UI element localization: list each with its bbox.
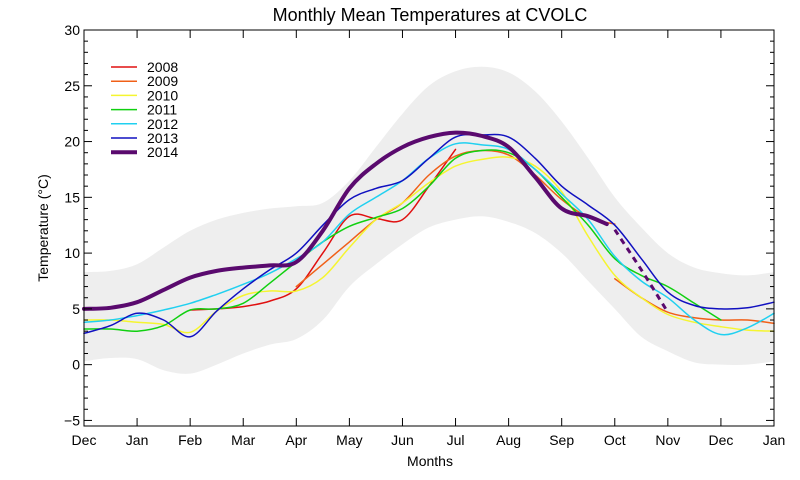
x-tick-label: Dec <box>72 432 97 448</box>
x-tick-label: May <box>336 432 362 448</box>
series-layer <box>82 130 775 338</box>
series-line-2011 <box>83 149 722 333</box>
climatology-band <box>84 66 774 374</box>
series-line-2008 <box>189 148 457 311</box>
y-tick-label: −5 <box>64 412 80 428</box>
x-tick-label: Jul <box>447 432 465 448</box>
legend-label-2009: 2009 <box>147 73 178 89</box>
y-tick-label: 20 <box>64 134 80 150</box>
x-tick-label: Jun <box>391 432 414 448</box>
x-tick-label: Jan <box>763 432 786 448</box>
series-line-2013 <box>83 133 775 338</box>
legend-label-2012: 2012 <box>147 116 178 132</box>
plot-frame <box>83 29 775 427</box>
x-tick-label: Dec <box>708 432 733 448</box>
legend-label-2008: 2008 <box>147 59 178 75</box>
series-line-2009 <box>295 149 616 288</box>
legend-label-2014: 2014 <box>147 144 178 160</box>
band-layer <box>84 66 774 374</box>
x-tick-label: Oct <box>604 432 626 448</box>
series-line-2014b <box>613 228 670 313</box>
y-tick-label: 0 <box>72 357 80 373</box>
y-axis-label: Temperature (°C) <box>35 174 51 282</box>
legend-label-2011: 2011 <box>147 102 177 118</box>
x-tick-label: Apr <box>285 432 307 448</box>
x-tick-label: Nov <box>655 432 680 448</box>
x-axis-label: Months <box>407 453 453 469</box>
series-line-2010 <box>83 156 775 334</box>
y-tick-label: 5 <box>72 301 80 317</box>
series-line-2014 <box>82 130 609 311</box>
x-tick-label: Feb <box>178 432 202 448</box>
legend-label-2013: 2013 <box>147 130 178 146</box>
x-tick-label: Aug <box>496 432 521 448</box>
x-tick-label: Sep <box>549 432 574 448</box>
legend-label-2010: 2010 <box>147 87 178 103</box>
y-tick-label: 10 <box>64 245 80 261</box>
y-tick-label: 15 <box>64 189 80 205</box>
x-tick-label: Jan <box>126 432 149 448</box>
y-tick-label: 30 <box>64 22 80 38</box>
x-tick-label: Mar <box>231 432 255 448</box>
chart-title: Monthly Mean Temperatures at CVOLC <box>273 5 588 25</box>
y-tick-label: 25 <box>64 78 80 94</box>
ticks-layer: Dec Jan Feb Mar Apr May Jun Jul Aug Sep Oct Nov Dec J… <box>64 22 785 448</box>
